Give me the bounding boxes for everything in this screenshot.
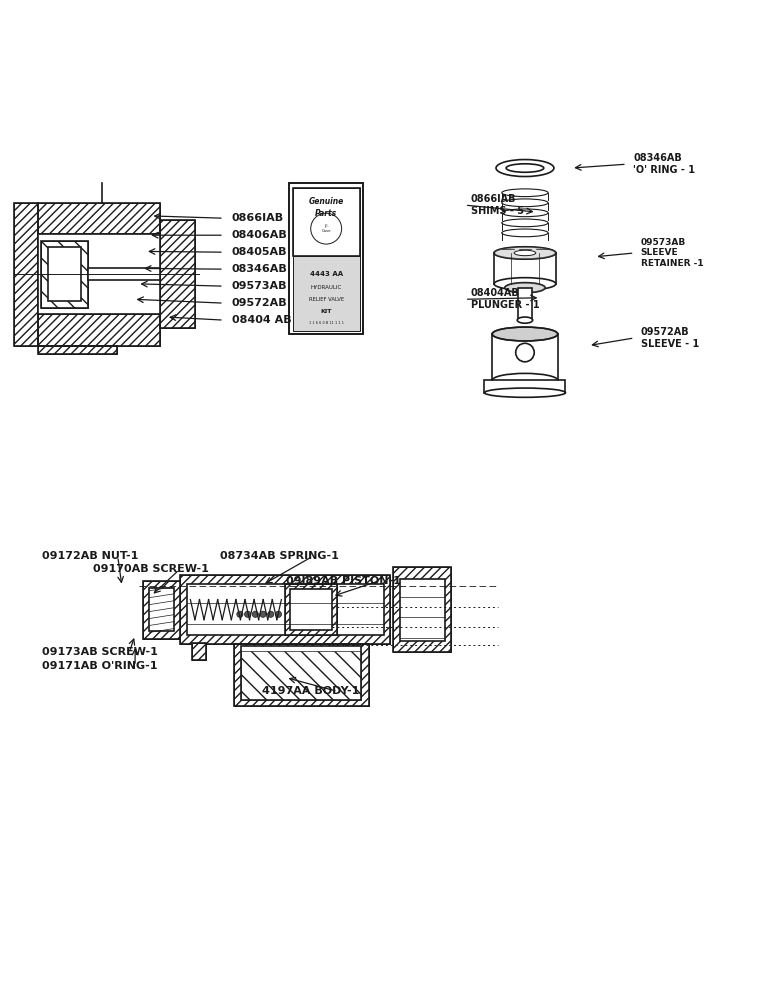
Text: Genuine: Genuine xyxy=(309,197,344,206)
Bar xyxy=(88,268,160,280)
Bar xyxy=(38,346,117,354)
Bar xyxy=(286,584,337,635)
Bar xyxy=(290,589,332,630)
Bar xyxy=(286,584,337,635)
Text: 08404 AB: 08404 AB xyxy=(232,315,291,325)
Bar xyxy=(293,188,360,256)
Text: 08734AB SPRING-1: 08734AB SPRING-1 xyxy=(220,551,339,561)
Bar xyxy=(187,584,384,635)
Text: 1 1 6 6 0 B 11 1 1 1: 1 1 6 6 0 B 11 1 1 1 xyxy=(309,321,344,325)
Bar xyxy=(42,241,88,308)
Text: 09171AB O'RING-1: 09171AB O'RING-1 xyxy=(42,661,158,671)
Ellipse shape xyxy=(492,327,557,341)
Text: 4197AA BODY-1: 4197AA BODY-1 xyxy=(262,686,360,696)
Text: 08404AB
PLUNGER - 1: 08404AB PLUNGER - 1 xyxy=(471,288,540,310)
Bar xyxy=(38,314,160,346)
Text: 09172AB NUT-1: 09172AB NUT-1 xyxy=(42,551,139,561)
Text: 08406AB: 08406AB xyxy=(232,230,287,240)
Ellipse shape xyxy=(484,388,565,397)
Circle shape xyxy=(245,611,251,617)
Ellipse shape xyxy=(506,164,543,172)
Bar xyxy=(181,575,391,644)
Bar xyxy=(38,314,160,346)
Bar xyxy=(192,643,206,660)
Bar xyxy=(160,220,195,328)
Bar xyxy=(293,188,360,256)
Ellipse shape xyxy=(494,278,556,290)
Bar xyxy=(38,346,117,354)
Bar xyxy=(485,380,565,393)
Bar xyxy=(241,651,361,700)
Bar xyxy=(144,581,181,639)
Bar xyxy=(290,183,363,334)
Text: 09573AB: 09573AB xyxy=(232,281,287,291)
Text: 08346AB: 08346AB xyxy=(232,264,287,274)
Ellipse shape xyxy=(502,219,548,227)
Circle shape xyxy=(237,611,243,617)
Bar xyxy=(150,588,174,631)
Bar xyxy=(518,288,532,320)
Text: Parts: Parts xyxy=(315,209,337,218)
Ellipse shape xyxy=(492,373,557,387)
Ellipse shape xyxy=(496,160,554,177)
Bar xyxy=(14,203,38,346)
Circle shape xyxy=(252,611,259,617)
Bar xyxy=(400,579,445,641)
Ellipse shape xyxy=(514,250,536,256)
Bar xyxy=(290,183,363,334)
Bar xyxy=(181,575,391,644)
Bar xyxy=(160,220,195,328)
Bar xyxy=(42,241,88,308)
Bar xyxy=(293,256,360,331)
Ellipse shape xyxy=(502,209,548,217)
Bar xyxy=(38,203,160,234)
Bar xyxy=(241,646,361,700)
Text: HYDRAULIC: HYDRAULIC xyxy=(310,285,342,290)
Text: 08405AB: 08405AB xyxy=(232,247,287,257)
Text: 09I89AB PISTON-1: 09I89AB PISTON-1 xyxy=(286,576,401,586)
Text: 09573AB
SLEEVE
RETAINER -1: 09573AB SLEEVE RETAINER -1 xyxy=(641,238,703,268)
Bar xyxy=(394,567,452,652)
Circle shape xyxy=(276,611,282,617)
Circle shape xyxy=(310,213,341,244)
Bar xyxy=(233,644,368,706)
Ellipse shape xyxy=(517,317,533,323)
Text: 08346AB
'O' RING - 1: 08346AB 'O' RING - 1 xyxy=(633,153,695,175)
Bar xyxy=(38,203,160,234)
Text: 4443 AA: 4443 AA xyxy=(310,271,343,277)
Circle shape xyxy=(268,611,274,617)
Ellipse shape xyxy=(505,283,545,293)
Bar xyxy=(38,234,160,314)
Text: 09173AB SCREW-1: 09173AB SCREW-1 xyxy=(42,647,158,657)
Bar xyxy=(49,247,81,301)
Text: J.I.
Case: J.I. Case xyxy=(321,224,331,233)
Bar xyxy=(14,203,38,346)
Ellipse shape xyxy=(502,199,548,207)
Bar xyxy=(144,581,181,639)
Circle shape xyxy=(516,343,534,362)
Bar xyxy=(233,644,368,706)
Ellipse shape xyxy=(494,247,556,259)
Ellipse shape xyxy=(502,189,548,197)
Text: 0866IAB
SHIMS - 5: 0866IAB SHIMS - 5 xyxy=(471,194,524,216)
Ellipse shape xyxy=(494,247,556,259)
Text: RELIEF VALVE: RELIEF VALVE xyxy=(309,297,344,302)
Circle shape xyxy=(260,611,266,617)
Text: 09572AB: 09572AB xyxy=(232,298,287,308)
Ellipse shape xyxy=(502,229,548,237)
Text: 09572AB
SLEEVE - 1: 09572AB SLEEVE - 1 xyxy=(641,327,699,349)
Text: KIT: KIT xyxy=(320,309,332,314)
Text: 0866IAB: 0866IAB xyxy=(232,213,284,223)
Bar xyxy=(192,643,206,660)
Text: 09170AB SCREW-1: 09170AB SCREW-1 xyxy=(93,564,208,574)
Bar xyxy=(394,567,452,652)
Ellipse shape xyxy=(505,283,545,293)
